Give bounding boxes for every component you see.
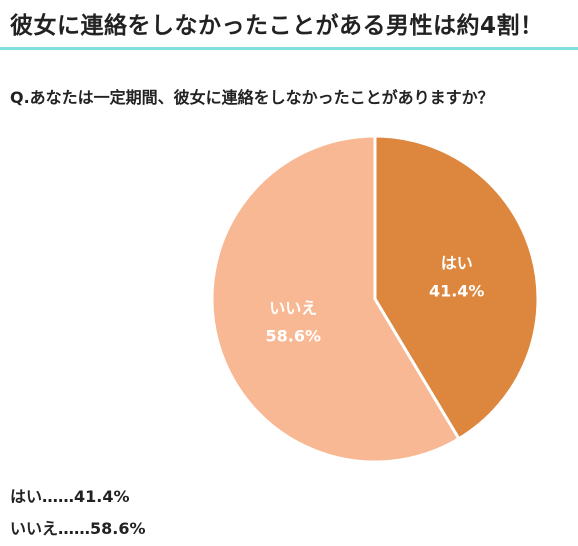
survey-question: Q.あなたは一定期間、彼女に連絡をしなかったことがありますか？ bbox=[10, 88, 494, 107]
page-headline: 彼女に連絡をしなかったことがある男性は約4割！ bbox=[10, 13, 544, 39]
summary-no: いいえ……58.6% bbox=[10, 519, 146, 538]
pie-slice-value-1: 58.6% bbox=[266, 327, 322, 346]
pie-slice-label-1: いいえ bbox=[269, 299, 317, 318]
pie-slice-label-0: はい bbox=[441, 253, 473, 272]
pie-slice-value-0: 41.4% bbox=[429, 281, 485, 300]
pie-slice-1 bbox=[210, 134, 461, 464]
pie-slice-0 bbox=[373, 134, 540, 441]
pie-labels: はい 41.4% いいえ 58.6% bbox=[266, 253, 485, 345]
pie-slices bbox=[210, 134, 540, 464]
headline-rule bbox=[0, 47, 578, 50]
summary-yes: はい……41.4% bbox=[10, 487, 130, 506]
